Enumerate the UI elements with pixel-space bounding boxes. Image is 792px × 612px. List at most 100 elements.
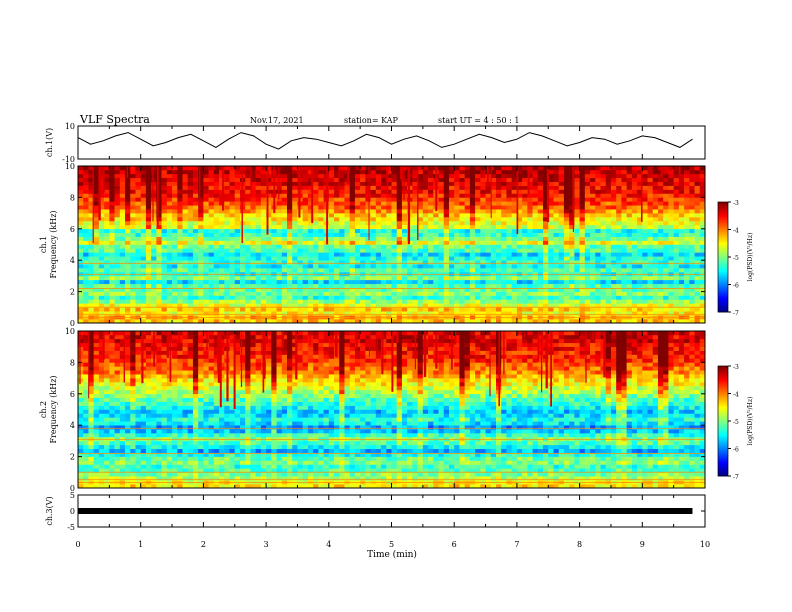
ch1-spec-cell bbox=[386, 311, 392, 316]
ch1-spec-cell bbox=[354, 291, 361, 296]
ch1-spec-cell bbox=[558, 205, 565, 210]
ch1-spec-cell bbox=[412, 232, 418, 237]
ch1-spec-cell bbox=[490, 193, 497, 198]
ch1-spec-cell bbox=[156, 224, 162, 230]
ch1-spec-cell bbox=[678, 291, 685, 296]
ch1-spec-cell bbox=[694, 189, 701, 194]
ch1-spec-cell bbox=[198, 256, 204, 261]
ch1-spec-cell bbox=[391, 307, 398, 312]
ch1-spec-cell bbox=[245, 173, 251, 179]
ch1-spec-cell bbox=[438, 307, 445, 312]
ch1-spec-cell bbox=[125, 291, 131, 296]
ch1-spec-cell bbox=[485, 248, 492, 253]
ch1-spec-cell bbox=[678, 232, 685, 237]
ch1-spec-cell bbox=[527, 185, 533, 190]
ch1-spec-cell bbox=[694, 279, 701, 285]
ch1-spec-cell bbox=[553, 252, 559, 257]
ch1-spec-cell bbox=[663, 240, 669, 245]
ch1-spec-cell bbox=[610, 260, 617, 265]
ch1-spec-cell bbox=[370, 205, 377, 210]
ch1-spec-cell bbox=[391, 236, 398, 241]
ch1-spec-cell bbox=[260, 228, 267, 234]
ch1-spec-cell bbox=[354, 232, 361, 237]
ch1-spec-cell bbox=[151, 224, 157, 230]
ch1-spec-cell bbox=[543, 248, 549, 253]
ch1-spec-cell bbox=[365, 181, 371, 186]
ch1-spec-cell bbox=[192, 217, 199, 222]
ch2-spec-cell bbox=[78, 460, 84, 465]
ch1-spec-cell bbox=[119, 299, 126, 304]
ch1-spec-cell bbox=[396, 295, 403, 300]
ch1-spec-cell bbox=[454, 232, 460, 237]
ch1-spec-cell bbox=[532, 169, 539, 175]
ch1-spec-cell bbox=[631, 236, 638, 241]
ch1-spec-cell bbox=[344, 268, 350, 273]
ch1-spec-cell bbox=[537, 236, 544, 241]
ch1-spec-cell bbox=[605, 260, 612, 265]
ch1-spec-cell bbox=[459, 240, 465, 245]
ch1-spec-cell bbox=[668, 220, 674, 226]
ch1-spec-cell bbox=[224, 169, 230, 175]
ch1-spec-cell bbox=[647, 319, 654, 324]
ch1-spec-cell bbox=[642, 240, 648, 245]
ch1-spec-cell bbox=[558, 228, 565, 234]
ch1-spec-cell bbox=[78, 268, 84, 273]
ch1-spec-cell bbox=[454, 299, 460, 304]
ch2-spec-cell bbox=[78, 456, 84, 461]
ch1-spec-cell bbox=[689, 291, 695, 296]
ch1-spec-cell bbox=[448, 256, 455, 261]
ch1-spec-cell bbox=[140, 228, 147, 234]
ch1-spec-cell bbox=[511, 252, 518, 257]
ch1-spec-cell bbox=[663, 244, 669, 249]
ch1-spec-cell bbox=[245, 166, 251, 171]
ch1-spec-cell bbox=[192, 185, 199, 190]
ch1-spec-cell bbox=[401, 319, 408, 324]
ch1-spec-cell bbox=[177, 197, 183, 202]
ch1-spec-cell bbox=[360, 213, 366, 218]
ch1-spec-cell bbox=[255, 181, 262, 186]
ch1-spec-cell bbox=[631, 248, 638, 253]
ch1-spec-cell bbox=[548, 232, 554, 237]
ch1-spec-cell bbox=[678, 295, 685, 300]
ch1-spec-cell bbox=[125, 256, 131, 261]
ch1-spec-cell bbox=[219, 205, 225, 210]
ch1-spec-cell bbox=[657, 205, 664, 210]
ch1-spec-cell bbox=[579, 256, 586, 261]
ch1-spec-cell bbox=[98, 303, 105, 308]
ch1-spec-cell bbox=[302, 213, 309, 218]
ch1-spec-cell bbox=[480, 197, 486, 202]
ch1-spec-cell bbox=[354, 311, 361, 316]
ch1-spec-cell bbox=[161, 240, 168, 245]
ch1-spec-cell bbox=[135, 173, 141, 179]
ch1-spec-cell bbox=[673, 260, 680, 265]
ch1-spec-cell bbox=[532, 197, 539, 202]
ch1-spec-cell bbox=[177, 264, 183, 269]
ch1-spec-cell bbox=[161, 260, 168, 265]
ch1-spec-cell bbox=[318, 252, 324, 257]
ch1-spec-cell bbox=[558, 303, 565, 308]
ch1-spec-cell bbox=[522, 185, 528, 190]
ch1-spec-cell bbox=[354, 166, 361, 171]
ch1-spec-cell bbox=[668, 209, 674, 214]
ch1-spec-cell bbox=[323, 248, 330, 253]
ch1-spec-cell bbox=[678, 307, 685, 312]
ch1-spec-cell bbox=[208, 295, 215, 300]
ch1-spec-cell bbox=[234, 279, 241, 285]
ch1-spec-cell bbox=[354, 181, 361, 186]
ch1-spec-cell bbox=[328, 268, 335, 273]
ch1-spec-cell bbox=[78, 260, 84, 265]
ch1-spec-cell bbox=[250, 295, 256, 300]
ch1-spec-cell bbox=[652, 232, 659, 237]
ch1-spec-cell bbox=[93, 319, 100, 324]
ch1-spec-cell bbox=[255, 166, 262, 171]
ch1-spec-cell bbox=[334, 205, 340, 210]
ch1-spec-cell bbox=[605, 166, 612, 171]
ch1-spec-cell bbox=[454, 291, 460, 296]
ch1-spec-cell bbox=[689, 228, 695, 234]
ch1-spec-cell bbox=[224, 260, 230, 265]
ch1-spec-cell bbox=[328, 319, 335, 324]
ch1-spec-cell bbox=[192, 205, 199, 210]
ch1-spec-cell bbox=[339, 232, 345, 237]
ch1-spec-cell bbox=[428, 307, 434, 312]
ch1-spec-cell bbox=[276, 295, 283, 300]
